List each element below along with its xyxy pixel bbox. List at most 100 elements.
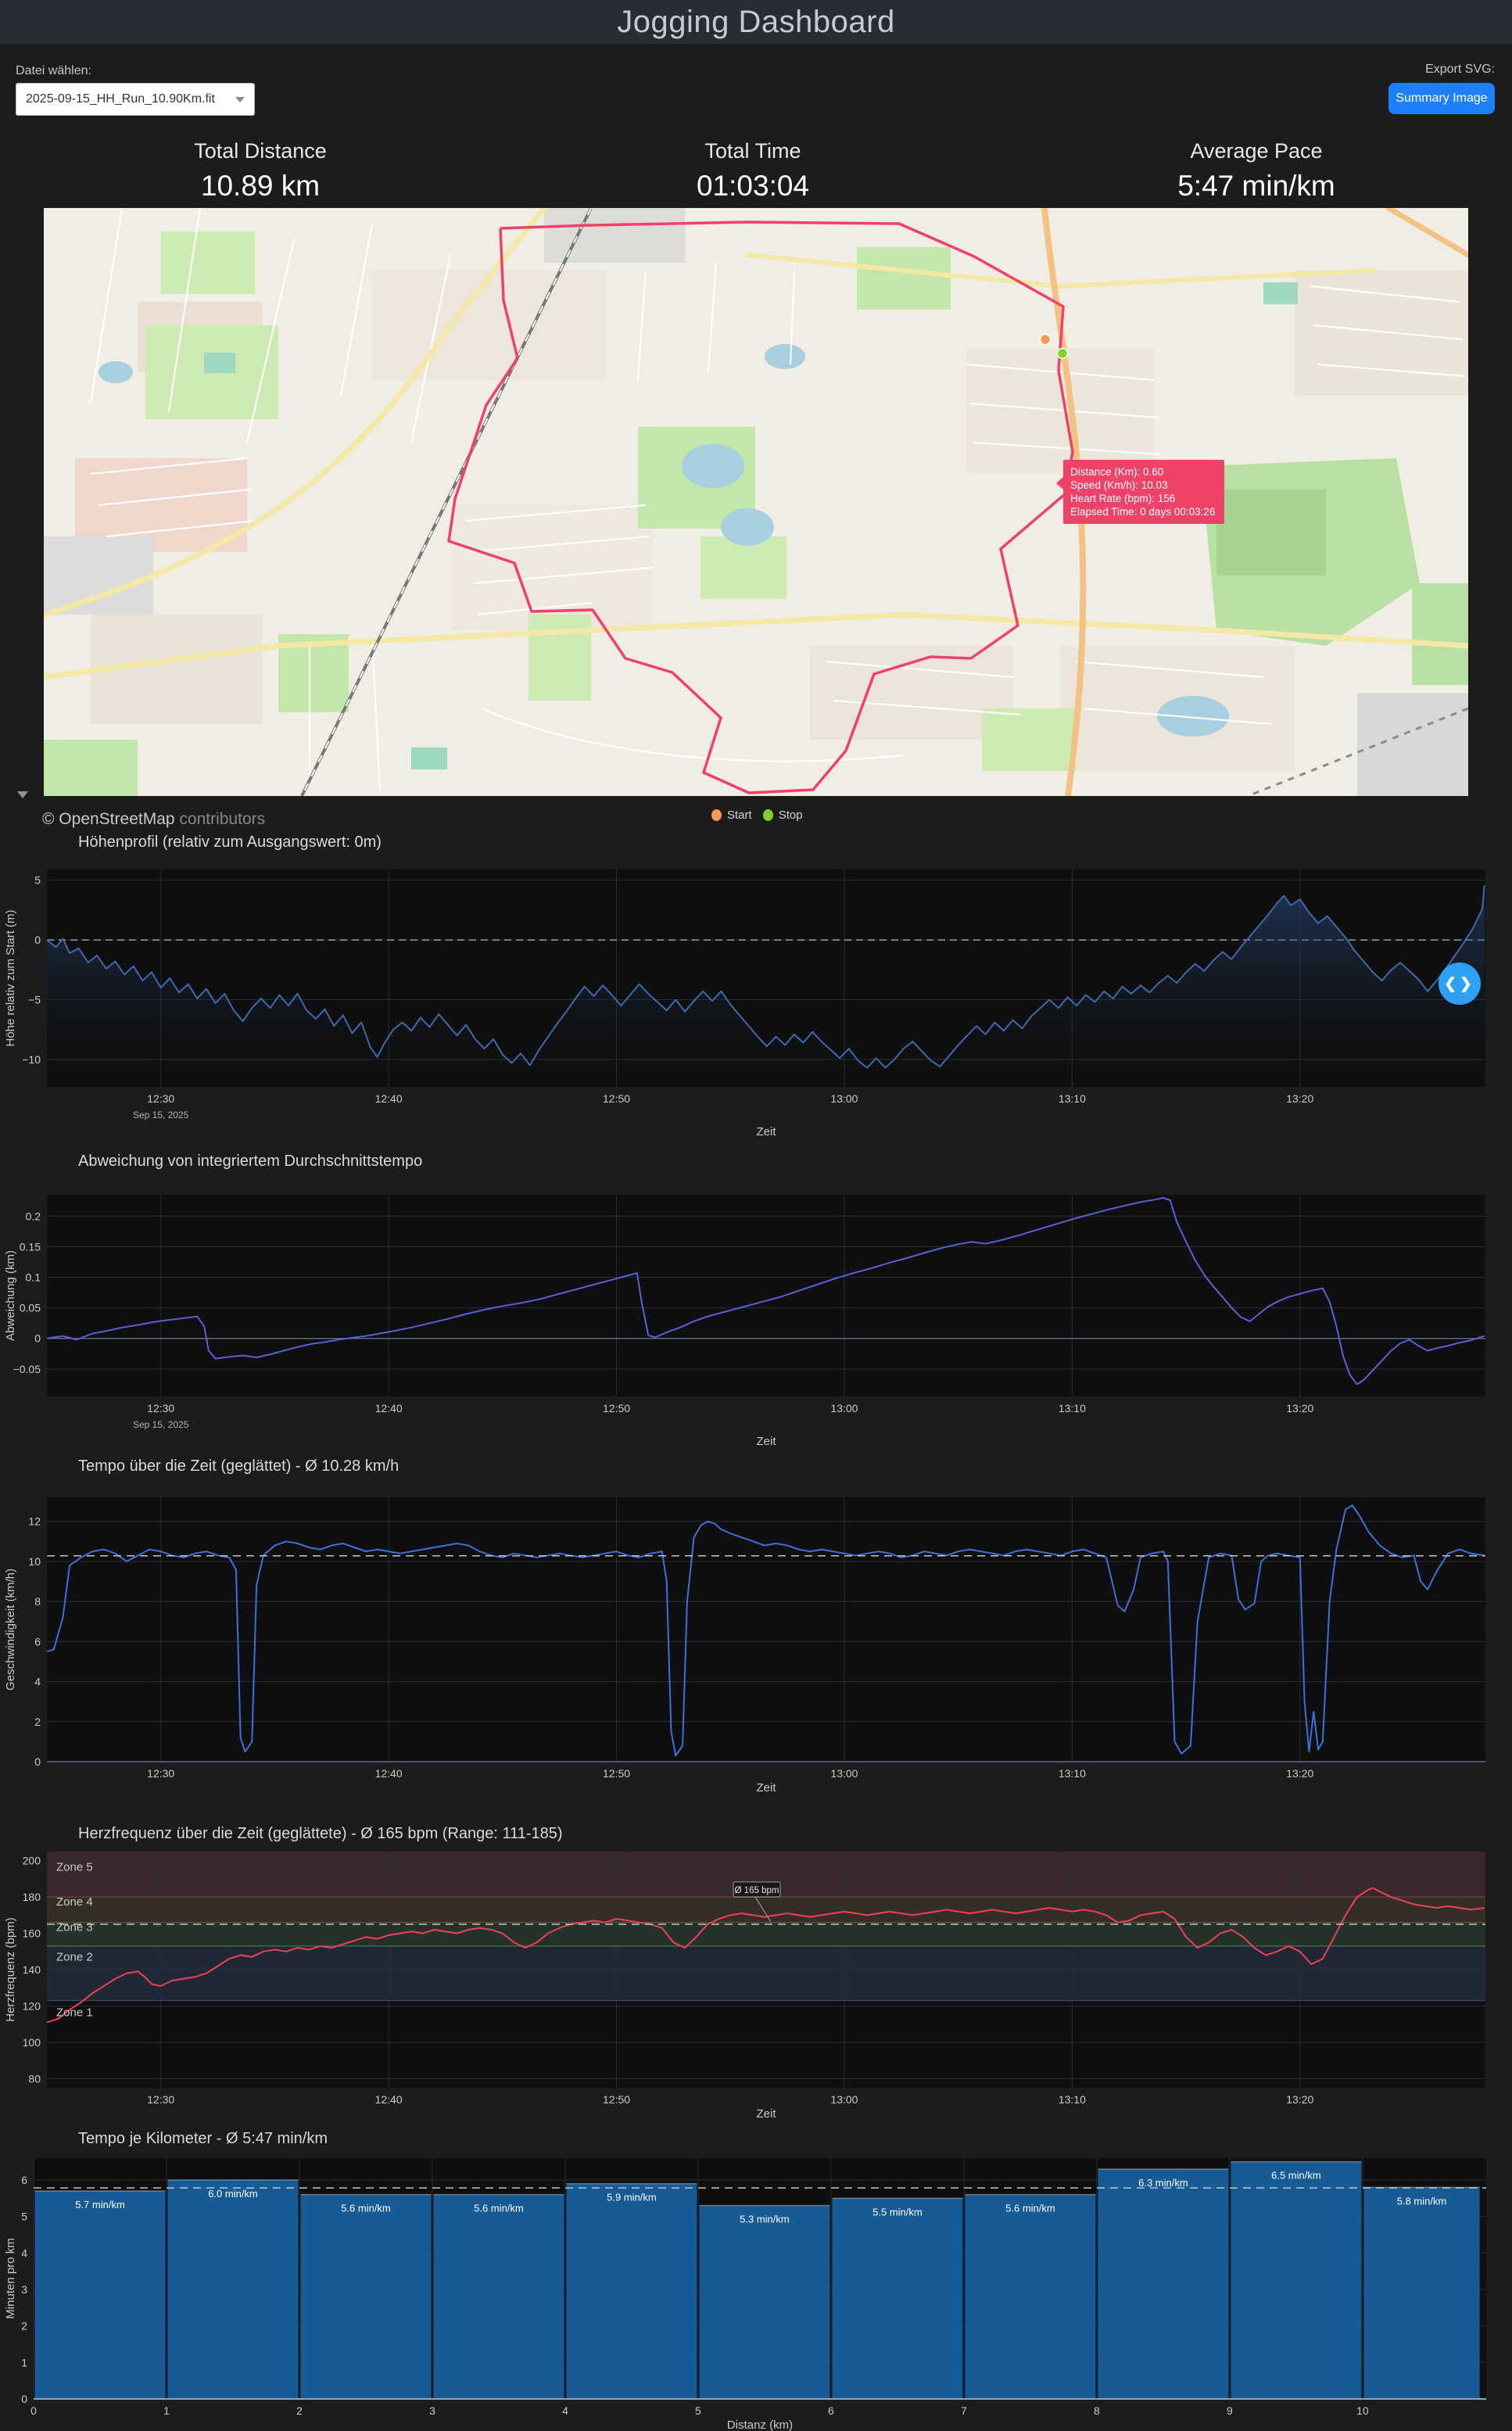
svg-text:Distanz (km): Distanz (km)	[727, 2418, 793, 2431]
svg-text:12:40: 12:40	[375, 1767, 403, 1780]
svg-text:1: 1	[163, 2404, 170, 2417]
collapse-arrow-icon[interactable]	[17, 791, 28, 798]
svg-text:180: 180	[23, 1891, 41, 1903]
svg-text:Sep 15, 2025: Sep 15, 2025	[133, 1419, 189, 1430]
svg-text:Herzfrequenz (bpm): Herzfrequenz (bpm)	[4, 1917, 17, 2021]
map-attribution: © OpenStreetMap contributors	[42, 810, 265, 829]
svg-text:200: 200	[23, 1855, 41, 1867]
stat-value: 01:03:04	[696, 170, 810, 202]
svg-text:140: 140	[23, 1963, 41, 1976]
svg-text:6: 6	[21, 2174, 27, 2186]
file-select[interactable]: 2025-09-15_HH_Run_10.90Km.fit	[16, 83, 255, 116]
summary-image-button[interactable]: Summary Image	[1388, 83, 1495, 114]
svg-text:0.15: 0.15	[20, 1240, 41, 1253]
tooltip-speed: Speed (Km/h): 10.03	[1070, 479, 1168, 491]
elevation-chart-title: Höhenprofil (relativ zum Ausgangswert: 0…	[78, 834, 382, 851]
tooltip-heart-rate: Heart Rate (bpm): 156	[1070, 493, 1176, 504]
legend-item-start[interactable]: Start	[711, 809, 752, 822]
map-tiles	[41, 205, 1471, 799]
svg-text:12:40: 12:40	[375, 2093, 403, 2106]
elevation-chart[interactable]: 5 0 −5 −10 12:30 Sep 15, 2025 12:40 12:50 13:00 1…	[0, 826, 1512, 1146]
svg-text:12:30: 12:30	[147, 1402, 174, 1414]
svg-text:−5: −5	[28, 993, 41, 1006]
chart-scroll-button[interactable]: ❮❯	[1439, 963, 1481, 1005]
attribution-text: contributors	[174, 810, 266, 828]
svg-text:5.6 min/km: 5.6 min/km	[474, 2203, 524, 2214]
tooltip-elapsed-time: Elapsed Time: 0 days 00:03:26	[1070, 506, 1216, 518]
stat-label: Average Pace	[1190, 139, 1323, 163]
map-legend: Start Stop	[711, 805, 803, 824]
svg-text:13:10: 13:10	[1059, 1767, 1086, 1780]
svg-text:120: 120	[23, 1999, 41, 2012]
svg-text:8: 8	[34, 1595, 41, 1608]
svg-text:Zeit: Zeit	[756, 2107, 776, 2121]
svg-text:Sep 15, 2025: Sep 15, 2025	[133, 1110, 189, 1120]
heart-rate-chart[interactable]: Zone 5 Zone 4 Zone 3 Zone 2 Zone 1 Ø 165 bpm 2…	[0, 1819, 1512, 2124]
svg-text:12:50: 12:50	[603, 1767, 630, 1780]
svg-text:2: 2	[21, 2320, 27, 2332]
pace-chart[interactable]: 5.7 min/km 6.0 min/km 5.6 min/km 5.6 min/km…	[0, 2124, 1512, 2431]
svg-text:13:00: 13:00	[830, 2093, 858, 2106]
svg-text:0: 0	[34, 934, 41, 946]
svg-text:3: 3	[429, 2404, 435, 2417]
map-tooltip: Distance (Km): 0.60 Speed (Km/h): 10.03 …	[1056, 460, 1224, 524]
svg-text:5: 5	[695, 2404, 701, 2417]
svg-text:5: 5	[21, 2210, 27, 2223]
svg-text:6.3 min/km: 6.3 min/km	[1138, 2177, 1188, 2189]
stop-map-marker	[1056, 347, 1069, 360]
route-path	[447, 221, 1074, 794]
deviation-chart-title: Abweichung von integriertem Durchschnitt…	[78, 1153, 423, 1170]
svg-text:10: 10	[1356, 2404, 1369, 2417]
svg-text:12:40: 12:40	[375, 1402, 403, 1414]
svg-text:13:00: 13:00	[830, 1767, 858, 1780]
svg-text:8: 8	[1094, 2404, 1100, 2417]
svg-text:5.9 min/km: 5.9 min/km	[607, 2192, 657, 2203]
speed-chart[interactable]: 12 10 8 6 4 2 0 12:30 12:40 12:50 13:00 13:10 13:20 Z…	[0, 1451, 1512, 1819]
export-svg-label: Export SVG:	[1425, 63, 1495, 76]
svg-text:4: 4	[21, 2246, 27, 2259]
svg-text:0.05: 0.05	[20, 1302, 41, 1314]
svg-text:13:10: 13:10	[1059, 1402, 1086, 1414]
svg-text:7: 7	[961, 2404, 967, 2417]
svg-text:Höhe relativ zum Start (m): Höhe relativ zum Start (m)	[4, 909, 17, 1046]
svg-text:12:30: 12:30	[147, 1767, 174, 1780]
start-map-marker	[1039, 333, 1052, 346]
pace-chart-title: Tempo je Kilometer - Ø 5:47 min/km	[78, 2130, 328, 2147]
route-map[interactable]: Distance (Km): 0.60 Speed (Km/h): 10.03 …	[41, 205, 1471, 799]
svg-text:−10: −10	[22, 1053, 41, 1066]
svg-text:9: 9	[1227, 2404, 1233, 2417]
svg-text:0: 0	[21, 2393, 27, 2405]
stat-label: Total Time	[704, 139, 801, 163]
svg-text:4: 4	[562, 2404, 568, 2417]
svg-text:6.0 min/km: 6.0 min/km	[208, 2188, 258, 2200]
deviation-chart[interactable]: 0.2 0.15 0.1 0.05 0 −0.05 12:30 Sep 15, 2025 12:…	[0, 1146, 1512, 1451]
svg-text:12:50: 12:50	[603, 2093, 630, 2106]
osm-link[interactable]: © OpenStreetMap	[42, 810, 175, 828]
speed-chart-title: Tempo über die Zeit (geglättet) - Ø 10.2…	[78, 1458, 399, 1475]
svg-text:5.6 min/km: 5.6 min/km	[1005, 2203, 1055, 2214]
tooltip-arrow	[1056, 477, 1063, 489]
svg-text:Abweichung (km): Abweichung (km)	[4, 1250, 17, 1341]
svg-text:2: 2	[296, 2404, 303, 2417]
svg-text:Ø 165 bpm: Ø 165 bpm	[735, 1886, 779, 1895]
chevron-down-icon	[235, 96, 245, 102]
stat-total-distance: Total Distance 10.89 km	[96, 139, 425, 203]
tooltip-distance: Distance (Km): 0.60	[1070, 466, 1164, 478]
svg-text:Zone 2: Zone 2	[56, 1951, 93, 1964]
svg-text:13:00: 13:00	[830, 1402, 858, 1414]
svg-text:3: 3	[21, 2283, 27, 2296]
svg-text:80: 80	[28, 2072, 41, 2085]
svg-text:0: 0	[30, 2404, 37, 2417]
svg-text:5.5 min/km: 5.5 min/km	[872, 2206, 923, 2218]
legend-stop-label: Stop	[778, 808, 803, 822]
svg-text:Minuten pro km: Minuten pro km	[4, 2238, 17, 2318]
svg-text:0: 0	[34, 1332, 41, 1345]
legend-item-stop[interactable]: Stop	[762, 808, 803, 822]
svg-text:5.3 min/km: 5.3 min/km	[740, 2214, 790, 2225]
svg-text:6: 6	[34, 1635, 41, 1648]
svg-text:12:40: 12:40	[375, 1092, 403, 1105]
svg-text:13:00: 13:00	[830, 1092, 858, 1105]
svg-text:5.7 min/km: 5.7 min/km	[75, 2199, 125, 2210]
svg-text:13:20: 13:20	[1286, 1092, 1313, 1105]
